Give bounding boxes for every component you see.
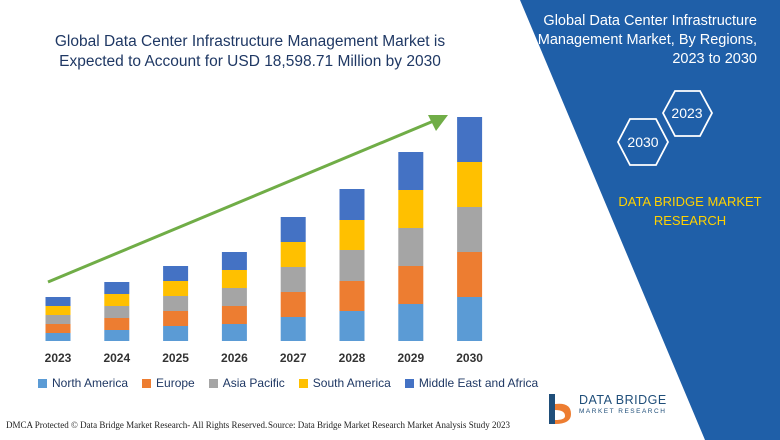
brand-name-text: DATA BRIDGE MARKET RESEARCH [618, 194, 762, 228]
hexagon-2030-label: 2030 [627, 134, 659, 150]
bar-segment [163, 266, 189, 281]
legend-label: North America [52, 376, 129, 390]
bar-segment [339, 311, 365, 341]
bar-segment [280, 292, 306, 317]
legend-swatch [142, 378, 152, 388]
x-tick-label: 2029 [397, 351, 424, 365]
bar-segment [339, 220, 365, 250]
bar-segment [280, 242, 306, 267]
bar-segment [280, 267, 306, 292]
x-tick-label: 2026 [221, 351, 248, 365]
bar-segment [163, 326, 189, 341]
logo-mark-icon [549, 394, 571, 424]
legend-label: Asia Pacific [222, 376, 285, 390]
trend-arrow-head-icon [428, 115, 448, 131]
bar-segment [221, 252, 247, 270]
bar-segment [45, 306, 71, 315]
legend-swatch [298, 378, 308, 388]
bar-segment [398, 304, 424, 341]
bar-segment [163, 296, 189, 311]
bar-segment [398, 266, 424, 304]
x-tick-label: 2025 [162, 351, 189, 365]
legend-swatch [38, 378, 47, 388]
bar-segment [104, 318, 130, 330]
bar-segment [45, 324, 71, 333]
x-tick-label: 2027 [280, 351, 307, 365]
bar-segment [221, 306, 247, 324]
bar-segment [221, 324, 247, 341]
bar-segment [457, 252, 483, 297]
bar-segment [339, 250, 365, 281]
bar-segment [457, 207, 483, 252]
x-tick-label: 2024 [103, 351, 130, 365]
bar-segment [45, 333, 71, 341]
bar-segment [339, 189, 365, 220]
bar-segment [457, 162, 483, 207]
bar-segment [280, 217, 306, 242]
bar-segment [398, 190, 424, 228]
x-tick-label: 2023 [45, 351, 72, 365]
bar-segment [163, 311, 189, 326]
legend-item-middle-east-africa: Middle East and Africa [404, 376, 539, 390]
bar-segment [398, 228, 424, 266]
legend-item-south-america: South America [298, 376, 391, 390]
bar-segment [45, 315, 71, 324]
bar-segment [104, 330, 130, 341]
bar-segment [398, 152, 424, 190]
company-logo: DATA BRIDGE MARKET RESEARCH [545, 390, 675, 430]
logo-text: DATA BRIDGE [579, 393, 667, 407]
bar-segment [457, 117, 483, 162]
bar-segment [280, 317, 306, 341]
bar-segment [104, 306, 130, 318]
legend-label: Middle East and Africa [418, 376, 539, 390]
logo-subtext: MARKET RESEARCH [579, 408, 667, 415]
legend-item-asia-pacific: Asia Pacific [208, 376, 285, 390]
legend-item-europe: Europe [142, 376, 195, 390]
bar-segment [339, 281, 365, 311]
bar-segment [457, 297, 483, 341]
footer-source: Source: Data Bridge Market Research Mark… [268, 420, 510, 430]
chart-title: Global Data Center Infrastructure Manage… [54, 33, 446, 70]
bar-segment [104, 282, 130, 294]
x-tick-label: 2028 [339, 351, 366, 365]
legend-label: South America [312, 376, 391, 390]
legend-label: Europe [156, 376, 195, 390]
bar-segment [221, 288, 247, 306]
trend-arrow-line [47, 118, 437, 284]
legend-swatch [208, 378, 218, 388]
bar-segment [221, 270, 247, 288]
legend-item-north-america: North America [38, 376, 128, 390]
chart-legend: North America Europe Asia Pacific South … [38, 376, 538, 390]
bar-segment [45, 297, 71, 306]
panel-title: Global Data Center Infrastructure Manage… [537, 13, 757, 67]
footer-copyright: DMCA Protected © Data Bridge Market Rese… [6, 420, 268, 430]
bar-segment [163, 281, 189, 296]
x-tick-label: 2030 [456, 351, 483, 365]
hexagon-2023-label: 2023 [671, 105, 703, 121]
legend-swatch [404, 378, 414, 388]
bar-segment [104, 294, 130, 306]
